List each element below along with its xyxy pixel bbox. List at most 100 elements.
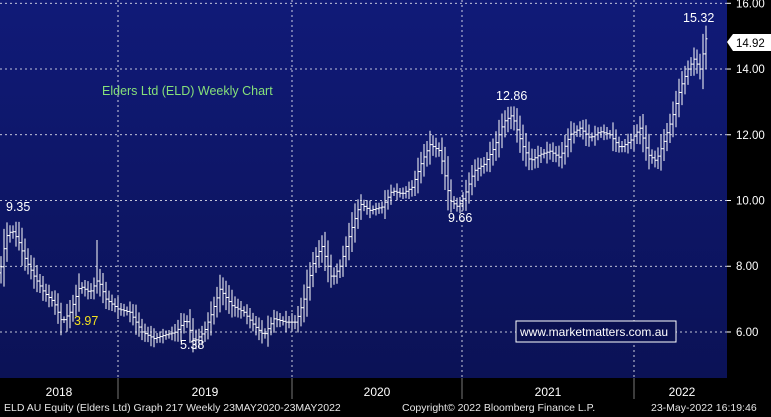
price-bar <box>380 201 384 214</box>
price-bar <box>494 131 498 161</box>
price-bar <box>488 141 492 173</box>
price-bar <box>548 143 552 160</box>
price-bar <box>272 309 276 333</box>
y-axis: 6.00 8.00 10.00 12.00 14.00 16.00 <box>727 0 765 339</box>
price-bar <box>317 240 321 268</box>
price-bar <box>191 318 195 353</box>
price-bar <box>455 197 459 212</box>
price-bar <box>632 125 636 151</box>
price-bar <box>35 265 39 293</box>
price-bar <box>326 240 330 283</box>
price-annotation: 15.32 <box>683 11 714 25</box>
price-bar <box>86 281 90 300</box>
price-bar <box>29 255 33 280</box>
price-bar <box>395 183 399 201</box>
y-tick-label: 14.00 <box>736 64 765 76</box>
price-bar <box>440 137 444 175</box>
price-bar <box>323 231 327 271</box>
footer-bar: ELD AU Equity (Elders Ltd) Graph 217 Wee… <box>0 399 771 417</box>
price-bar <box>635 124 639 144</box>
price-bar <box>236 298 240 318</box>
price-bar <box>59 302 63 336</box>
price-bar <box>656 147 660 170</box>
price-bar <box>137 312 141 337</box>
price-bar <box>617 136 621 153</box>
price-bar <box>437 142 441 157</box>
price-bar <box>50 291 54 307</box>
y-tick-label: 8.00 <box>736 261 758 273</box>
price-bar <box>5 222 9 262</box>
price-bar <box>92 277 96 300</box>
price-bar <box>434 137 438 158</box>
price-annotations: 9.35 3.97 5.38 9.66 12.86 15.32 <box>6 11 714 352</box>
price-bar <box>305 269 309 317</box>
price-bar <box>572 122 576 144</box>
price-bar <box>347 222 351 261</box>
price-bar <box>515 108 519 143</box>
price-bar <box>170 326 174 341</box>
price-bar <box>161 328 165 344</box>
price-bar <box>527 141 531 171</box>
price-bar <box>512 106 516 131</box>
price-bar <box>266 315 270 347</box>
price-bar <box>119 302 123 316</box>
price-bar <box>212 296 216 325</box>
price-bar <box>335 263 339 284</box>
price-bar <box>203 321 207 342</box>
price-bar <box>542 148 546 159</box>
price-bar <box>665 122 669 152</box>
price-bar <box>296 306 300 333</box>
price-bar <box>164 330 168 340</box>
price-bar <box>374 202 378 216</box>
watermark-text: www.marketmatters.com.au <box>519 325 668 339</box>
price-bar <box>638 116 642 145</box>
price-bar <box>599 126 603 138</box>
price-bar <box>65 303 69 332</box>
price-bar <box>47 284 51 308</box>
price-bar <box>509 106 513 130</box>
y-tick-label: 6.00 <box>736 327 758 339</box>
price-bar <box>410 180 414 197</box>
price-bar <box>95 239 99 294</box>
footer-timestamp: 23-May-2022 16:19:46 <box>651 402 757 414</box>
price-bar <box>545 141 549 164</box>
price-bar <box>446 156 450 211</box>
price-bar <box>392 187 396 196</box>
price-bar <box>281 316 285 326</box>
price-bar <box>20 227 24 266</box>
price-bar <box>551 142 555 163</box>
price-bar <box>248 307 252 329</box>
price-annotation: 12.86 <box>496 89 527 103</box>
price-bar <box>275 311 279 328</box>
price-bar <box>302 284 306 323</box>
price-bar <box>575 125 579 137</box>
price-bar <box>401 187 405 200</box>
price-bar <box>80 282 84 294</box>
price-bar <box>11 225 15 239</box>
price-bar <box>368 200 372 219</box>
price-bar <box>671 101 675 138</box>
price-bar <box>371 205 375 215</box>
price-bar <box>461 192 465 211</box>
price-bar <box>629 133 633 150</box>
price-bar <box>41 276 45 301</box>
price-bar <box>458 196 462 214</box>
price-bar <box>233 296 237 317</box>
price-bar <box>404 186 408 199</box>
price-bar <box>128 301 132 323</box>
price-bar <box>62 316 66 323</box>
price-bar <box>485 152 489 172</box>
price-bar <box>353 203 357 243</box>
price-bar <box>185 315 189 328</box>
price-bar <box>578 121 582 138</box>
price-bar <box>113 298 117 313</box>
price-bar <box>698 53 702 80</box>
price-annotation: 5.38 <box>180 338 204 352</box>
price-bar <box>167 330 171 339</box>
price-bar <box>269 317 273 336</box>
price-bar <box>32 257 36 289</box>
price-bar <box>14 221 18 247</box>
x-tick-label: 2022 <box>669 385 696 399</box>
price-bar <box>8 225 12 243</box>
